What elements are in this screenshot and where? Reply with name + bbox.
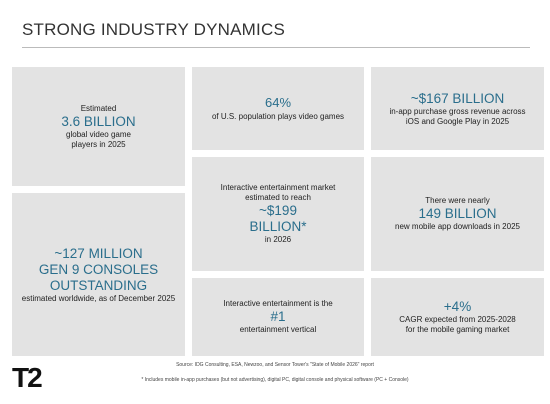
stat-tile: ~$167 BILLION in-app purchase gross reve…: [371, 67, 544, 150]
tile-figure: ~127 MILLION: [54, 245, 143, 261]
tile-text: Interactive entertainment market: [220, 183, 336, 192]
logo: T2: [12, 362, 43, 393]
tile-text: Estimated: [80, 103, 117, 113]
stat-tile: ~127 MILLION GEN 9 CONSOLES OUTSTANDING …: [12, 193, 185, 356]
tile-text: new mobile app downloads in 2025: [395, 222, 520, 231]
tile-text: for the mobile gaming market: [405, 325, 510, 334]
slide-title: STRONG INDUSTRY DYNAMICS: [22, 20, 285, 39]
tile-text: There were nearly: [425, 196, 490, 205]
tile-text: of U.S. population plays video games: [211, 112, 345, 121]
stat-tile: +4% CAGR expected from 2025-2028 for the…: [371, 278, 544, 356]
tile-text: Interactive entertainment is the: [223, 299, 333, 308]
tile-figure: OUTSTANDING: [49, 277, 148, 293]
tile-text: in-app purchase gross revenue across: [389, 106, 526, 116]
tile-figure: 149 BILLION: [418, 206, 497, 221]
tile-text: in 2026: [264, 235, 292, 244]
stat-tile: Interactive entertainment is the #1 ente…: [192, 278, 364, 356]
stat-tile: 64% of U.S. population plays video games: [192, 67, 364, 150]
tile-figure: ~$167 BILLION: [410, 90, 505, 106]
tile-figure: ~$199: [259, 203, 297, 218]
tile-figure: #1: [270, 309, 286, 324]
stat-tile: There were nearly 149 BILLION new mobile…: [371, 157, 544, 271]
title-rule: [22, 47, 530, 48]
tile-figure: GEN 9 CONSOLES: [38, 261, 159, 277]
tile-text: estimated worldwide, as of December 2025: [21, 293, 176, 303]
tile-text: entertainment vertical: [239, 325, 317, 334]
tile-figure: 3.6 BILLION: [61, 113, 136, 129]
stat-tile: Estimated 3.6 BILLION global video game …: [12, 67, 185, 186]
tile-figure: 64%: [264, 95, 292, 110]
tile-text: global video game: [66, 129, 131, 139]
tile-figure: BILLION*: [249, 219, 307, 234]
tile-text: estimated to reach: [245, 193, 311, 202]
tile-text: iOS and Google Play in 2025: [405, 116, 510, 126]
source-note: Source: IDG Consulting, ESA, Newzoo, and…: [176, 362, 374, 368]
footnote: * Includes mobile in-app purchases (but …: [141, 377, 409, 383]
tile-figure: +4%: [443, 299, 472, 314]
stat-tile: Interactive entertainment market estimat…: [192, 157, 364, 271]
tile-text: players in 2025: [71, 139, 126, 149]
tile-text: CAGR expected from 2025-2028: [399, 315, 516, 324]
